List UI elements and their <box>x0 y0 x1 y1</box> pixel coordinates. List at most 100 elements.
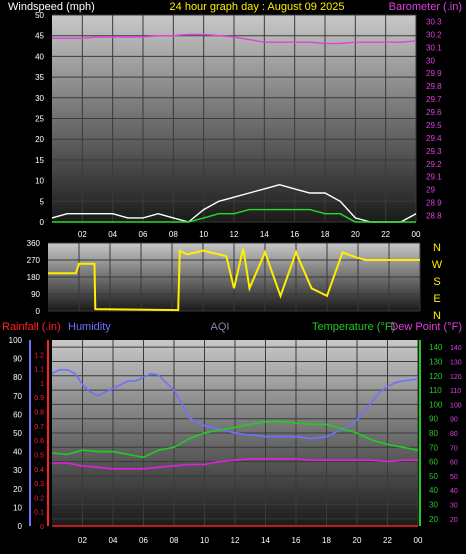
rain-tick: 0.1 <box>34 510 44 517</box>
y-left-tick: 10 <box>35 177 44 186</box>
y-right-tick: 29.2 <box>426 160 442 169</box>
series-group <box>51 33 417 223</box>
y-left-tick: 35 <box>35 73 44 82</box>
temp-tick: 90 <box>429 415 438 424</box>
dewpoint-tick: 40 <box>450 488 458 495</box>
y-left-tick: 0 <box>36 307 41 316</box>
compass-tick: S <box>433 276 440 288</box>
rain-tick: 0.5 <box>34 452 44 459</box>
tick-labels: 0 5 10 15 20 25 30 35 40 45 50 28.8 28.9 29 29.1 29.2 29… <box>35 11 442 239</box>
y-left-tick: 180 <box>27 273 41 282</box>
x-tick: 12 <box>230 230 239 239</box>
y-right-tick: 30.1 <box>426 43 442 52</box>
dewpoint-tick: 60 <box>450 460 458 467</box>
series-wind-line <box>52 208 416 223</box>
y-right-tick: 29.1 <box>426 173 442 182</box>
x-tick: 14 <box>261 536 270 545</box>
x-tick: 20 <box>353 536 362 545</box>
x-tick: 18 <box>321 230 330 239</box>
chart-title: 24 hour graph day : August 09 2025 <box>170 1 345 13</box>
temp-tick: 100 <box>429 400 443 409</box>
dewpoint-axis-label: Dew Point (°F) <box>390 321 462 333</box>
humidity-tick: 10 <box>13 503 22 512</box>
dewpoint-tick: 30 <box>450 503 458 510</box>
y-right-tick: 28.9 <box>426 199 442 208</box>
x-tick: 02 <box>78 230 87 239</box>
rain-tick: 0.9 <box>34 395 44 402</box>
y-left-tick: 25 <box>35 115 44 124</box>
humidity-tick: 90 <box>13 355 22 364</box>
y-left-tick: 40 <box>35 52 44 61</box>
rain-tick: 0.6 <box>34 438 44 445</box>
temp-tick: 130 <box>429 357 443 366</box>
x-tick: 22 <box>383 536 392 545</box>
dewpoint-tick: 130 <box>450 359 462 366</box>
grid-lines <box>52 14 417 223</box>
y-right-tick: 30.2 <box>426 30 442 39</box>
rain-tick: 1 <box>40 381 44 388</box>
compass-tick: N <box>433 310 441 322</box>
y-left-tick: 50 <box>35 11 44 20</box>
x-tick: 00 <box>414 536 423 545</box>
temp-tick: 140 <box>429 343 443 352</box>
x-tick: 04 <box>108 230 117 239</box>
y-right-tick: 29 <box>426 186 435 195</box>
temperature-axis-label: Temperature (°F) <box>312 321 395 333</box>
humidity-axis-label: Humidity <box>68 321 111 333</box>
y-right-tick: 30.3 <box>426 17 442 26</box>
dewpoint-tick: 50 <box>450 474 458 481</box>
compass-tick: W <box>432 259 443 271</box>
y-right-label: Barometer (.in) <box>389 1 462 13</box>
rain-tick: 0.3 <box>34 481 44 488</box>
y-left-label: Windspeed (mph) <box>8 1 95 13</box>
y-right-tick: 29.5 <box>426 121 442 130</box>
x-tick: 10 <box>200 536 209 545</box>
dewpoint-tick: 80 <box>450 431 458 438</box>
x-tick: 16 <box>292 536 301 545</box>
dewpoint-tick: 120 <box>450 374 462 381</box>
temp-tick: 60 <box>429 458 438 467</box>
series-group <box>48 248 420 312</box>
y-right-tick: 29.3 <box>426 147 442 156</box>
x-tick: 20 <box>351 230 360 239</box>
y-right-tick: 29.8 <box>426 82 442 91</box>
y-left-tick: 0 <box>40 218 45 227</box>
series-humidity-line <box>51 368 419 440</box>
rainfall-axis-label: Rainfall (.in) <box>2 321 61 333</box>
dewpoint-tick: 110 <box>450 388 461 395</box>
x-tick: 14 <box>260 230 269 239</box>
temp-tick: 80 <box>429 429 438 438</box>
humidity-tick: 60 <box>13 410 22 419</box>
compass-tick: N <box>433 242 441 254</box>
y-right-tick: 29.9 <box>426 69 442 78</box>
wind-barometer-panel: 0 5 10 15 20 25 30 35 40 45 50 28.8 28.9 29 29.1 29.2 29… <box>8 1 462 239</box>
y-right-tick: 29.4 <box>426 134 442 143</box>
humidity-tick: 50 <box>13 429 22 438</box>
x-tick: 06 <box>139 230 148 239</box>
series-wind-direction-line <box>48 248 420 312</box>
y-left-tick: 45 <box>35 32 44 41</box>
rain-tick: 1.1 <box>34 367 44 374</box>
x-tick: 18 <box>322 536 331 545</box>
temp-tick: 50 <box>429 472 438 481</box>
humidity-tick: 20 <box>13 485 22 494</box>
y-left-tick: 270 <box>27 256 41 265</box>
humidity-tick: 100 <box>9 336 23 345</box>
y-right-tick: 30 <box>426 56 435 65</box>
series-temperature-line <box>51 420 419 459</box>
humidity-tick: 80 <box>13 373 22 382</box>
series-gust-line <box>51 183 417 223</box>
temp-tick: 30 <box>429 501 438 510</box>
dewpoint-tick: 100 <box>450 402 462 409</box>
x-tick: 16 <box>290 230 299 239</box>
y-right-tick: 28.8 <box>426 212 442 221</box>
temp-tick: 20 <box>429 515 438 524</box>
series-group <box>51 368 419 527</box>
rain-tick: 0 <box>40 524 44 531</box>
series-dew-point-line <box>52 457 418 470</box>
x-tick: 04 <box>109 536 118 545</box>
y-left-tick: 20 <box>35 135 44 144</box>
